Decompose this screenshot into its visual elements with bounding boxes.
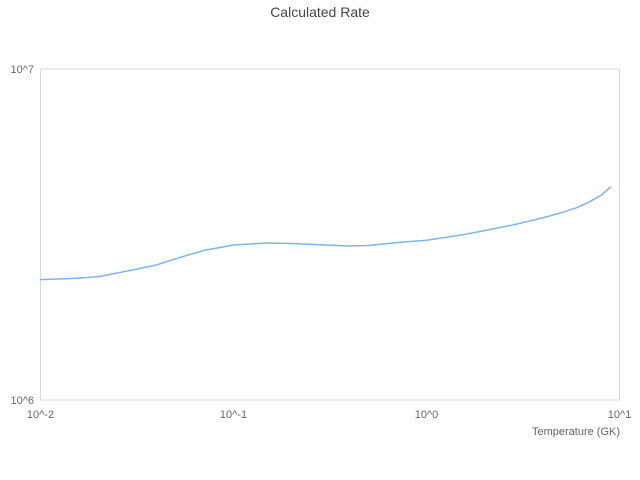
x-tick-label: 10^-2	[27, 409, 54, 421]
plot-border	[40, 68, 620, 401]
x-tick-label: 10^-1	[220, 409, 247, 421]
calculated-rate-line	[39, 186, 612, 281]
x-tick-label: 10^1	[608, 409, 632, 421]
x-tick-label: 10^0	[415, 409, 439, 421]
y-tick-label: 10^7	[10, 64, 34, 76]
y-tick-label: 10^6	[10, 395, 34, 407]
chart-title: Calculated Rate	[270, 4, 370, 20]
x-axis-title: Temperature (GK)	[532, 426, 620, 438]
